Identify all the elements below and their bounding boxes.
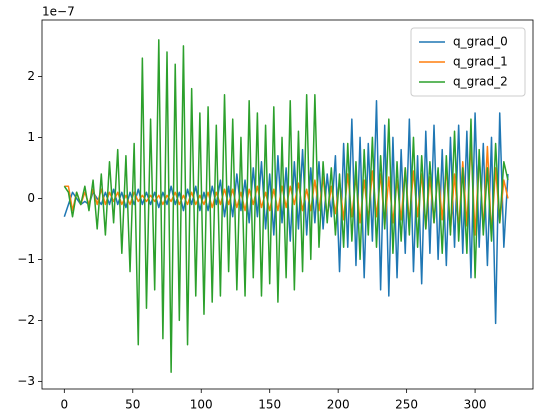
x-tick-label: 250: [395, 398, 418, 412]
x-tick-label: 200: [327, 398, 350, 412]
y-tick-label: 0: [27, 191, 35, 205]
y-tick-label: −1: [17, 252, 35, 266]
y-tick-label: 1: [27, 130, 35, 144]
axes-frame: [41, 19, 534, 390]
offset-text: 1e−7: [42, 5, 75, 19]
x-tick-label: 50: [125, 398, 140, 412]
y-tick-label: 2: [27, 69, 35, 83]
legend: q_grad_0 q_grad_1 q_grad_2: [410, 27, 526, 97]
legend-label: q_grad_2: [453, 75, 508, 89]
x-tick-label: 150: [258, 398, 281, 412]
series-line: [63, 100, 509, 325]
x-tick-label: 300: [464, 398, 487, 412]
x-tick-label: 0: [60, 398, 68, 412]
legend-box: [410, 27, 526, 97]
series-line: [63, 39, 509, 373]
y-tick-label: −2: [17, 313, 35, 327]
y-tick-label: −3: [17, 374, 35, 388]
legend-label: q_grad_1: [453, 55, 508, 69]
x-tick-label: 100: [190, 398, 213, 412]
legend-label: q_grad_0: [453, 35, 508, 49]
